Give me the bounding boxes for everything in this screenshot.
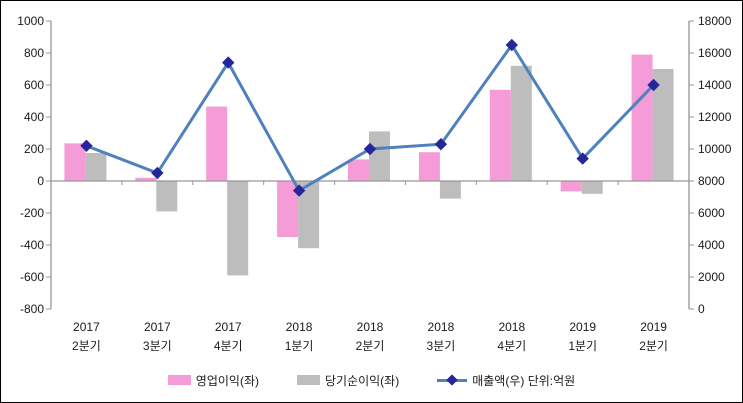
left-axis-label: -200	[20, 206, 44, 220]
left-axis-label: 600	[24, 78, 44, 92]
category-label-quarter: 2분기	[72, 339, 101, 353]
right-axis-label: 14000	[698, 78, 732, 92]
operating-profit-bar	[560, 181, 582, 192]
legend-label-operating-profit: 영업이익(좌)	[195, 373, 259, 388]
category-label-year: 2018	[428, 320, 455, 334]
category-label-quarter: 2분기	[356, 339, 385, 353]
legend-item-operating-profit: 영업이익(좌)	[167, 372, 259, 389]
right-axis-label: 4000	[698, 238, 725, 252]
right-axis-label: 18000	[698, 14, 732, 28]
net-profit-bar	[581, 181, 603, 194]
category-label-year: 2019	[569, 320, 596, 334]
left-axis-label: 0	[37, 174, 44, 188]
right-axis-label: 0	[698, 302, 705, 316]
right-axis-label: 2000	[698, 270, 725, 284]
right-axis-label: 6000	[698, 206, 725, 220]
right-axis-label: 12000	[698, 110, 732, 124]
revenue-line-swatch-icon	[437, 374, 468, 386]
operating-profit-bar	[64, 143, 86, 181]
left-axis-label: 800	[24, 46, 44, 60]
net-profit-swatch-icon	[296, 375, 320, 385]
chart-legend: 영업이익(좌) 당기순이익(좌) 매출액(우) 단위:억원	[1, 368, 742, 392]
operating-profit-bar	[348, 159, 369, 181]
left-axis-label: 1000	[17, 14, 44, 28]
right-axis-label: 8000	[698, 174, 725, 188]
left-axis-label: 400	[24, 110, 44, 124]
operating-profit-bar	[135, 177, 157, 181]
operating-profit-bar	[489, 89, 511, 181]
net-profit-bar	[85, 153, 107, 181]
revenue-marker-icon	[647, 78, 660, 92]
right-axis-label: 10000	[698, 142, 732, 156]
legend-item-net-profit: 당기순이익(좌)	[296, 372, 400, 389]
category-label-quarter: 4분기	[497, 339, 526, 353]
revenue-marker-icon	[505, 38, 518, 52]
revenue-marker-icon	[222, 56, 235, 69]
revenue-marker-icon	[434, 137, 448, 151]
left-axis-label: 200	[24, 142, 44, 156]
operating-profit-bar	[277, 181, 299, 237]
category-label-year: 2019	[640, 320, 667, 334]
net-profit-bar	[227, 181, 249, 276]
net-profit-bar	[298, 181, 320, 249]
category-label-year: 2018	[498, 320, 525, 334]
category-label-year: 2017	[215, 320, 242, 334]
category-label-quarter: 1분기	[568, 339, 597, 353]
revenue-marker-icon	[80, 139, 93, 153]
category-label-quarter: 2분기	[639, 339, 668, 353]
left-axis-label: -800	[20, 302, 44, 316]
operating-profit-bar	[418, 152, 440, 181]
category-label-year: 2017	[73, 320, 100, 334]
operating-profit-bar	[631, 54, 653, 181]
revenue-marker-icon	[292, 184, 306, 197]
net-profit-bar	[369, 131, 390, 181]
category-label-quarter: 3분기	[427, 339, 456, 353]
category-label-quarter: 4분기	[214, 339, 243, 353]
legend-item-revenue: 매출액(우) 단위:억원	[437, 372, 575, 389]
net-profit-bar	[439, 181, 461, 199]
category-label-quarter: 3분기	[143, 339, 172, 353]
net-profit-bar	[652, 69, 674, 181]
right-axis-label: 16000	[698, 46, 732, 60]
operating-profit-swatch-icon	[167, 375, 191, 385]
operating-profit-bar	[206, 106, 228, 181]
category-label-quarter: 1분기	[285, 339, 314, 353]
revenue-marker-icon	[363, 142, 377, 156]
category-label-year: 2018	[286, 320, 313, 334]
net-profit-bar	[156, 181, 178, 212]
legend-label-revenue: 매출액(우) 단위:억원	[472, 373, 576, 388]
category-label-year: 2018	[357, 320, 384, 334]
net-profit-bar	[510, 65, 532, 181]
revenue-marker-icon	[576, 152, 589, 165]
left-axis-label: -600	[20, 270, 44, 284]
left-axis-label: -400	[20, 238, 44, 252]
legend-label-net-profit: 당기순이익(좌)	[324, 373, 400, 388]
revenue-marker-icon	[151, 166, 164, 180]
category-label-year: 2017	[144, 320, 171, 334]
